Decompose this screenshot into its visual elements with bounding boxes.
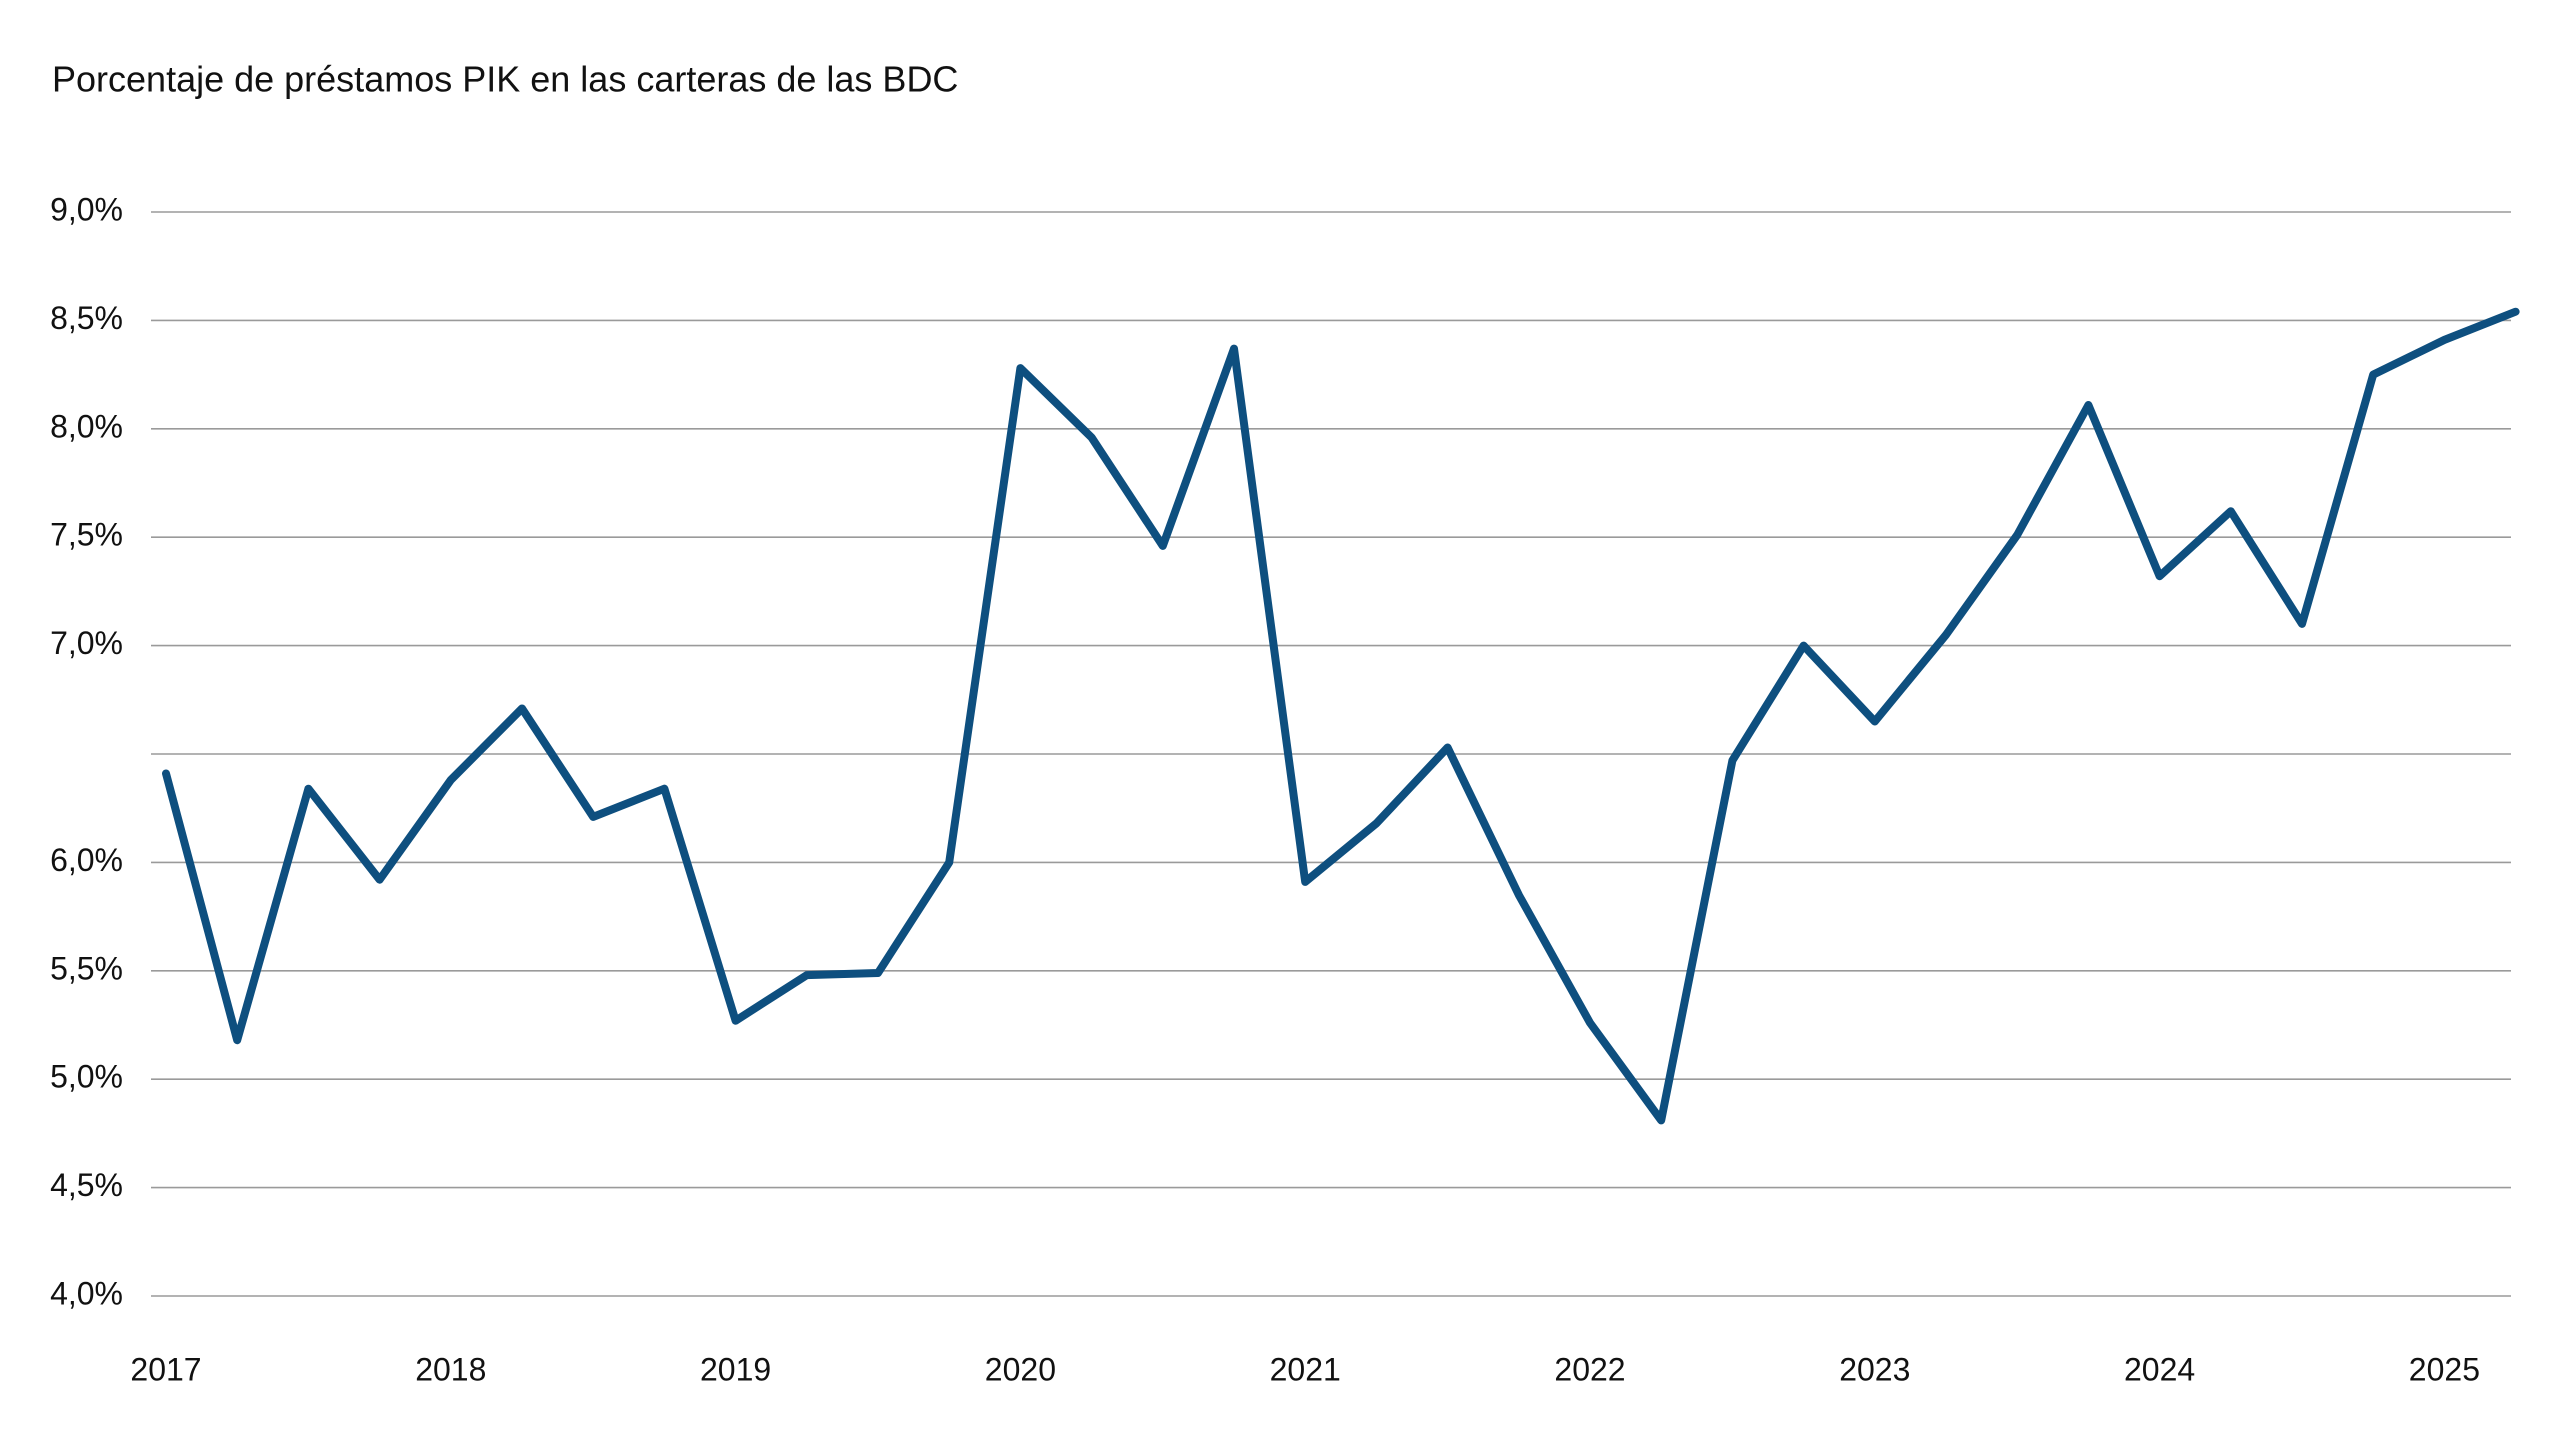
y-tick-label: 8,0%: [50, 408, 123, 444]
y-tick-label: 4,0%: [50, 1275, 123, 1311]
x-tick-label: 2018: [415, 1351, 486, 1387]
y-tick-label: 4,5%: [50, 1167, 123, 1203]
y-tick-label: 8,5%: [50, 300, 123, 336]
x-tick-label: 2022: [1554, 1351, 1625, 1387]
y-tick-label: 5,5%: [50, 950, 123, 986]
y-tick-label: 5,0%: [50, 1059, 123, 1095]
x-tick-label: 2019: [700, 1351, 771, 1387]
y-tick-label: 7,5%: [50, 517, 123, 553]
y-tick-label: 6,0%: [50, 842, 123, 878]
chart-title: Porcentaje de préstamos PIK en las carte…: [52, 59, 958, 100]
data-line: [162, 307, 2520, 1125]
x-tick-label: 2021: [1270, 1351, 1341, 1387]
y-tick-label: 9,0%: [50, 191, 123, 227]
x-tick-label: 2020: [985, 1351, 1056, 1387]
x-tick-label: 2024: [2124, 1351, 2195, 1387]
x-tick-label: 2017: [130, 1351, 201, 1387]
y-tick-label: 7,0%: [50, 625, 123, 661]
x-tick-label: 2023: [1839, 1351, 1910, 1387]
x-tick-label: 2025: [2409, 1351, 2480, 1387]
